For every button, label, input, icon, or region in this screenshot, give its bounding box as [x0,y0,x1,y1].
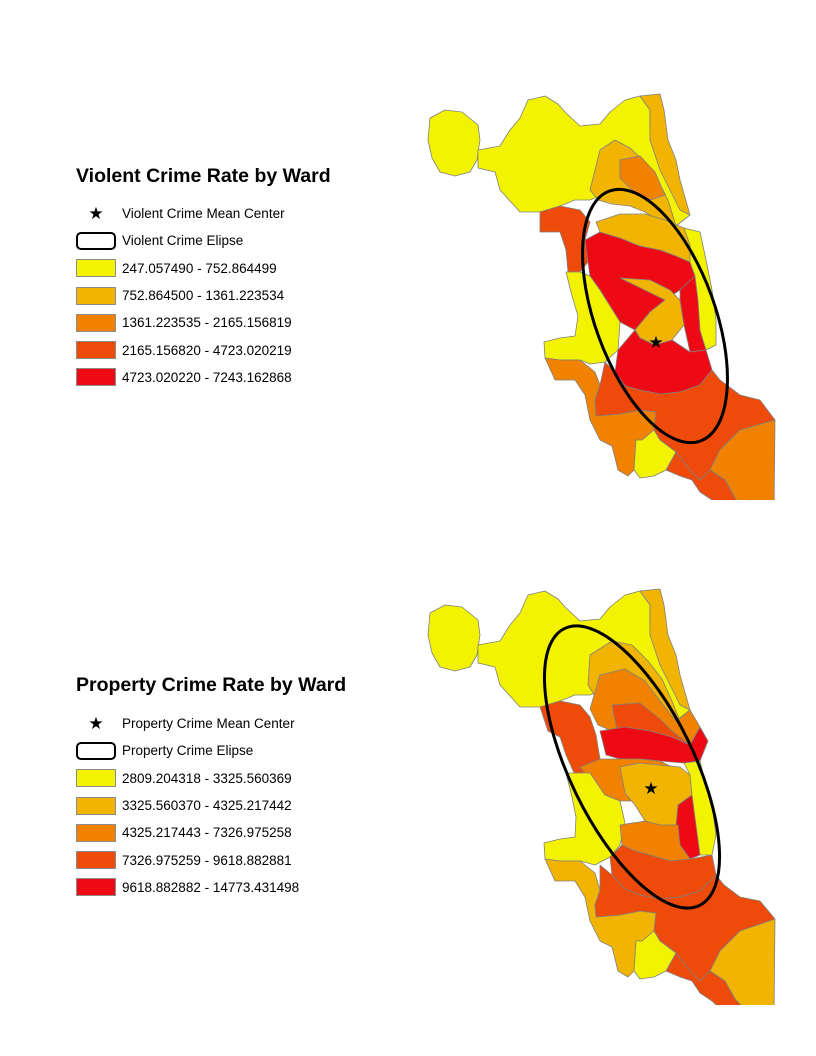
property-crime-map-panel: ★ Property Crime Rate by Ward ★ Property… [0,505,816,1005]
legend-label: Property Crime Mean Center [122,716,295,732]
legend-swatch [76,851,116,870]
violent-mean-center-star-icon: ★ [648,333,663,353]
violent-crime-map: ★ [427,93,776,500]
legend-label: 4325.217443 - 7326.975258 [122,825,292,841]
legend-label: 7326.975259 - 9618.882881 [122,852,292,868]
star-icon: ★ [88,203,104,223]
legend-class: 1361.223535 - 2165.156819 [76,309,292,336]
legend-ellipse: Violent Crime Elipse [76,227,292,254]
legend-class: 4723.020220 - 7243.162868 [76,364,292,391]
map-title: Violent Crime Rate by Ward [76,165,331,187]
legend-swatch [76,769,116,788]
ward-south-yellow [633,429,677,479]
legend-label: Property Crime Elipse [122,743,254,759]
legend-mean-center: ★ Violent Crime Mean Center [76,200,292,227]
legend-class: 9618.882882 - 14773.431498 [76,874,299,901]
legend-swatch [76,823,116,842]
legend-mean-center: ★ Property Crime Mean Center [76,710,299,737]
ward-far-south [665,451,738,500]
legend-class: 7326.975259 - 9618.882881 [76,846,299,873]
legend-swatch [76,286,116,305]
property-crime-map: ★ [427,588,776,1005]
ward-ohare [427,109,481,177]
map-legend: ★ Violent Crime Mean Center Violent Crim… [76,200,292,391]
legend-ellipse: Property Crime Elipse [76,737,299,764]
legend-swatch [76,796,116,815]
ward-far-south [665,952,742,1005]
map-legend: ★ Property Crime Mean Center Property Cr… [76,710,299,901]
legend-class: 2165.156820 - 4723.020219 [76,336,292,363]
legend-swatch [76,341,116,360]
legend-swatch [76,259,116,278]
legend-swatch [76,878,116,897]
ward-nw-dark [619,155,666,201]
legend-label: 9618.882882 - 14773.431498 [122,879,300,895]
ward-north-edge [639,93,691,216]
property-crime-ellipse [542,624,722,910]
violent-crime-map-panel: ★ Violent Crime Rate by Ward ★ Violent C… [0,0,816,500]
legend-label: 4723.020220 - 7243.162868 [122,369,292,385]
legend-swatch [76,313,116,332]
legend-label: 2165.156820 - 4723.020219 [122,342,292,358]
property-mean-center-star-icon: ★ [643,779,658,799]
ward-ohare [427,604,481,672]
violent-crime-ellipse [581,187,729,445]
legend-label: Violent Crime Elipse [122,233,244,249]
legend-label: 2809.204318 - 3325.560369 [122,770,292,786]
legend-class: 752.864500 - 1361.223534 [76,282,292,309]
legend-label: Violent Crime Mean Center [122,206,285,222]
star-icon: ★ [88,713,104,733]
legend-class: 2809.204318 - 3325.560369 [76,765,299,792]
legend-label: 3325.560370 - 4325.217442 [122,798,292,814]
legend-class: 4325.217443 - 7326.975258 [76,819,299,846]
legend-class: 3325.560370 - 4325.217442 [76,792,299,819]
map-title: Property Crime Rate by Ward [76,674,347,696]
ellipse-outline-icon [76,231,116,250]
legend-label: 752.864500 - 1361.223534 [122,288,285,304]
legend-label: 247.057490 - 752.864499 [122,260,277,276]
legend-class: 247.057490 - 752.864499 [76,255,292,282]
ellipse-outline-icon [76,741,116,760]
legend-swatch [76,368,116,387]
ward-south-yellow [633,930,677,980]
legend-label: 1361.223535 - 2165.156819 [122,315,292,331]
